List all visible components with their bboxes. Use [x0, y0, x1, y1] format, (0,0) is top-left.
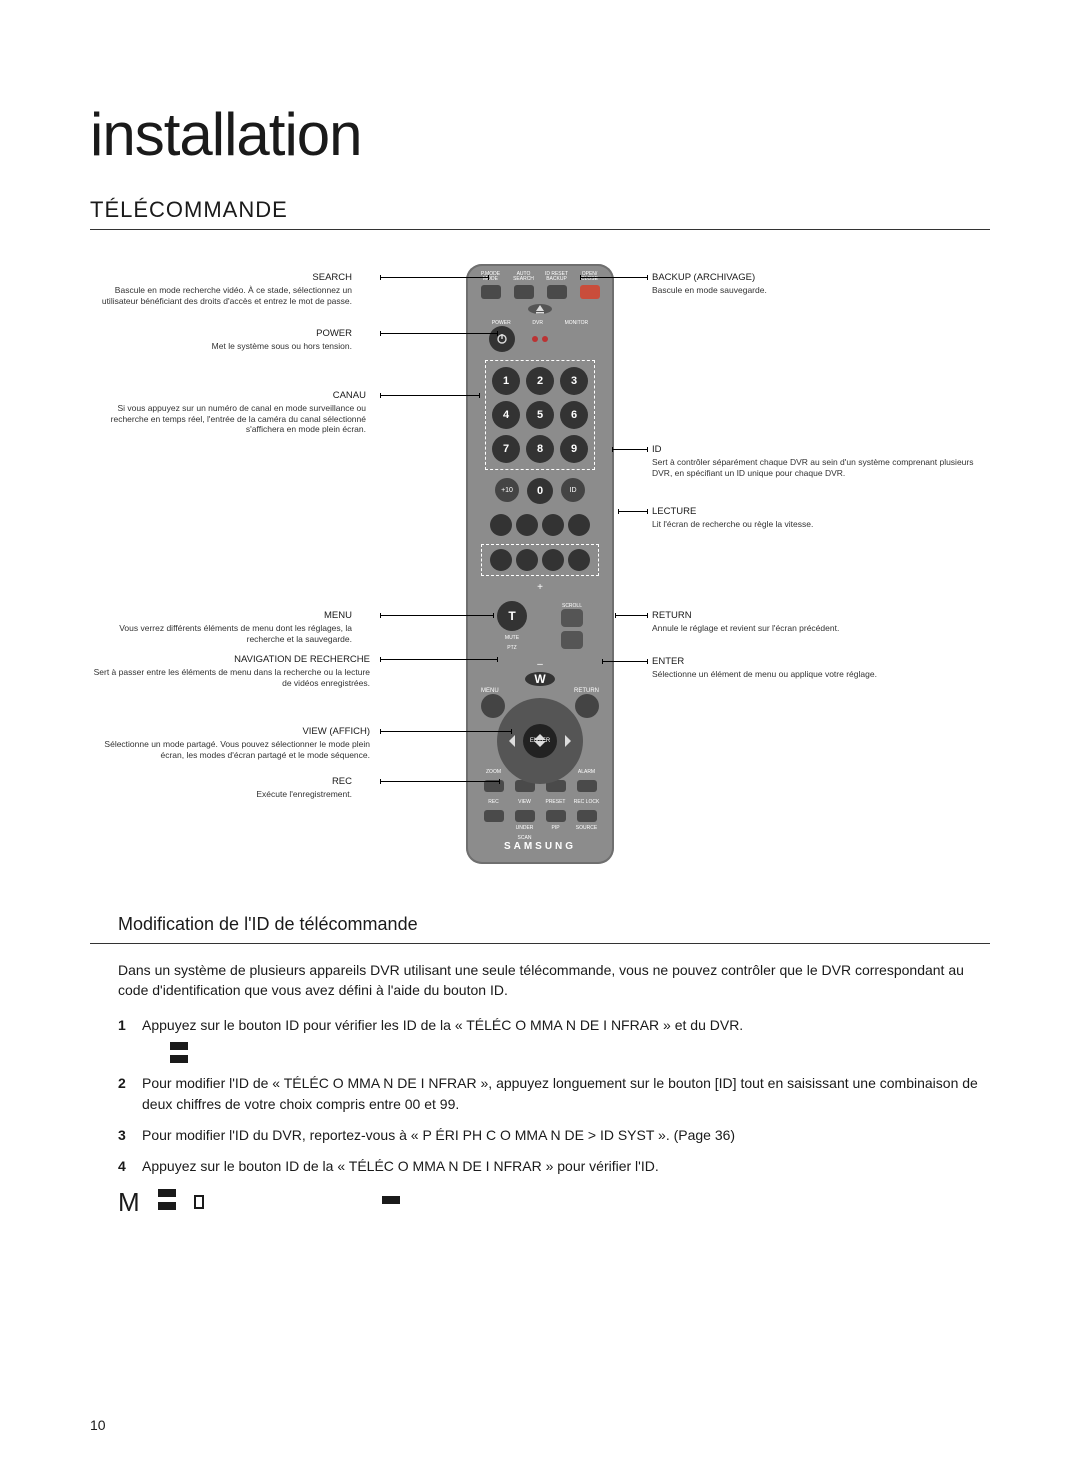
leader-left-2	[380, 395, 480, 396]
menu-button[interactable]	[481, 694, 505, 718]
page-number: 10	[90, 1417, 106, 1433]
callout-right-1: IDSert à contrôler séparément chaque DVR…	[652, 444, 982, 478]
remote-body: P.MODE AUTO ID RESET OPEN/ MODE SEARCH B…	[466, 264, 614, 864]
play-row	[481, 544, 599, 576]
return-button[interactable]	[575, 694, 599, 718]
leader-left-4	[380, 659, 498, 660]
view-button[interactable]	[515, 810, 535, 822]
callout-left-0: SEARCHBascule en mode recherche vidéo. À…	[90, 272, 352, 306]
num-9[interactable]: 9	[560, 435, 588, 463]
num-8[interactable]: 8	[526, 435, 554, 463]
num-2[interactable]: 2	[526, 367, 554, 395]
alarm-button[interactable]	[577, 780, 597, 792]
rew-step-button[interactable]	[516, 514, 538, 536]
callout-right-2: LECTURELit l'écran de recherche ou règle…	[652, 506, 982, 530]
step-4: 4Appuyez sur le bouton ID de la « TÉLÉC …	[118, 1156, 990, 1177]
num-5[interactable]: 5	[526, 401, 554, 429]
leader-right-1	[612, 449, 648, 450]
dpad-up-icon	[534, 728, 546, 740]
num-1[interactable]: 1	[492, 367, 520, 395]
callout-left-5: VIEW (AFFICH)Sélectionne un mode partagé…	[90, 726, 370, 760]
leader-left-0	[380, 277, 489, 278]
note-markers-2	[382, 1196, 400, 1209]
fwd-step-button[interactable]	[542, 514, 564, 536]
dpad-right-icon	[565, 735, 577, 747]
leader-right-0	[580, 277, 648, 278]
leader-left-5	[380, 731, 512, 732]
tele-button[interactable]: T	[497, 601, 527, 631]
num-0[interactable]: 0	[527, 478, 553, 504]
step-1: 1Appuyez sur le bouton ID pour vérifier …	[118, 1015, 990, 1036]
leader-left-1	[380, 333, 498, 334]
skip-row	[481, 514, 599, 536]
leader-right-2	[618, 511, 648, 512]
callout-left-3: MENUVous verrez différents éléments de m…	[90, 610, 352, 644]
power-button[interactable]	[489, 326, 515, 352]
callout-right-0: BACKUP (ARCHIVAGE)Bascule en mode sauveg…	[652, 272, 982, 296]
pmode-button[interactable]	[481, 285, 501, 299]
number-pad: 1 2 3 4 5 6 7 8 9	[485, 360, 595, 470]
scroll-down-button[interactable]	[561, 631, 583, 649]
wide-button[interactable]: W	[525, 672, 555, 686]
leader-right-3	[615, 615, 648, 616]
eject-button[interactable]	[528, 304, 552, 314]
note-box-icon	[194, 1195, 204, 1209]
preset-button[interactable]	[546, 810, 566, 822]
search-button[interactable]	[514, 285, 534, 299]
step-1-markers	[118, 1042, 990, 1063]
steps-list: 1Appuyez sur le bouton ID pour vérifier …	[90, 1015, 990, 1177]
fast-forward-button[interactable]	[568, 549, 590, 571]
sub-intro: Dans un système de plusieurs appareils D…	[90, 960, 990, 1001]
dpad-down-icon	[534, 741, 546, 753]
callout-left-1: POWERMet le système sous ou hors tension…	[90, 328, 352, 352]
dpad-left-icon	[503, 735, 515, 747]
callout-left-6: RECExécute l'enregistrement.	[90, 776, 352, 800]
page-title: installation	[90, 100, 990, 169]
step-3: 3Pour modifier l'ID du DVR, reportez-vou…	[118, 1125, 990, 1146]
rec-button[interactable]	[484, 810, 504, 822]
note-markers	[158, 1189, 176, 1215]
leader-left-3	[380, 615, 494, 616]
plus10-button[interactable]: +10	[495, 478, 519, 502]
id-button[interactable]: ID	[561, 478, 585, 502]
dpad: ENTER	[485, 722, 595, 759]
callout-left-4: NAVIGATION DE RECHERCHESert à passer ent…	[90, 654, 370, 688]
stop-button[interactable]	[516, 549, 538, 571]
rewind-button[interactable]	[490, 549, 512, 571]
step-2: 2Pour modifier l'ID de « TÉLÉC O MMA N D…	[118, 1073, 990, 1115]
leader-left-6	[380, 781, 500, 782]
fn-row-2: RECVIEWPRESETREC LOCK	[480, 799, 600, 823]
monitor-led	[542, 336, 548, 342]
callout-right-3: RETURNAnnule le réglage et revient sur l…	[652, 610, 982, 634]
play-pause-button[interactable]	[542, 549, 564, 571]
num-4[interactable]: 4	[492, 401, 520, 429]
num-7[interactable]: 7	[492, 435, 520, 463]
num-3[interactable]: 3	[560, 367, 588, 395]
note-m-label: M	[118, 1187, 140, 1218]
reclock-button[interactable]	[577, 810, 597, 822]
dvr-led	[532, 336, 538, 342]
num-6[interactable]: 6	[560, 401, 588, 429]
callout-left-2: CANAUSi vous appuyez sur un numéro de ca…	[90, 390, 366, 435]
backup-button[interactable]	[547, 285, 567, 299]
note-row: M	[90, 1187, 990, 1218]
remote-diagram: P.MODE AUTO ID RESET OPEN/ MODE SEARCH B…	[90, 264, 990, 884]
callout-right-4: ENTERSélectionne un élément de menu ou a…	[652, 656, 982, 680]
leader-right-4	[602, 661, 648, 662]
fn-row-3: UNDERPIPSOURCE SCAN	[480, 825, 600, 841]
section-heading: TÉLÉCOMMANDE	[90, 197, 990, 230]
prev-track-button[interactable]	[490, 514, 512, 536]
open-close-button[interactable]	[580, 285, 600, 299]
brand-label: SAMSUNG	[504, 841, 576, 852]
next-track-button[interactable]	[568, 514, 590, 536]
sub-heading: Modification de l'ID de télécommande	[90, 914, 990, 944]
scroll-up-button[interactable]	[561, 609, 583, 627]
